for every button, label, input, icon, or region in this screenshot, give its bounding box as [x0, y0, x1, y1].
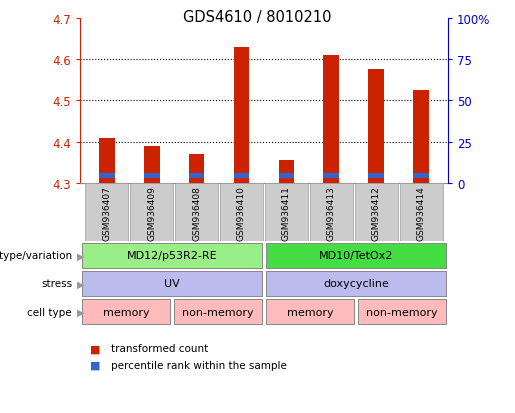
- Bar: [234, 174, 249, 179]
- Bar: [99, 138, 115, 184]
- Text: MD12/p53R2-RE: MD12/p53R2-RE: [127, 251, 217, 261]
- Bar: [174, 299, 262, 325]
- Text: ▶: ▶: [77, 307, 85, 317]
- Text: UV: UV: [164, 279, 180, 289]
- Text: non-memory: non-memory: [366, 307, 438, 317]
- Bar: [355, 184, 398, 242]
- Bar: [130, 184, 173, 242]
- Text: genotype/variation: genotype/variation: [0, 251, 72, 261]
- Bar: [266, 243, 446, 268]
- Bar: [358, 299, 446, 325]
- Text: stress: stress: [41, 279, 72, 289]
- Text: transformed count: transformed count: [111, 344, 208, 354]
- Text: GSM936407: GSM936407: [102, 185, 111, 240]
- Bar: [144, 147, 160, 184]
- Text: MD10/TetOx2: MD10/TetOx2: [319, 251, 393, 261]
- Text: GSM936411: GSM936411: [282, 185, 291, 240]
- Bar: [220, 184, 263, 242]
- Text: ■: ■: [90, 360, 100, 370]
- Text: memory: memory: [287, 307, 333, 317]
- Bar: [400, 184, 443, 242]
- Bar: [368, 70, 384, 184]
- Bar: [266, 271, 446, 297]
- Bar: [175, 184, 218, 242]
- Text: ▶: ▶: [77, 279, 85, 289]
- Text: ■: ■: [90, 344, 100, 354]
- Text: ▶: ▶: [77, 251, 85, 261]
- Bar: [82, 299, 169, 325]
- Text: GSM936409: GSM936409: [147, 185, 156, 240]
- Bar: [82, 271, 262, 297]
- Text: GDS4610 / 8010210: GDS4610 / 8010210: [183, 10, 332, 25]
- Text: GSM936412: GSM936412: [372, 185, 381, 240]
- Text: GSM936413: GSM936413: [327, 185, 336, 240]
- Text: memory: memory: [102, 307, 149, 317]
- Bar: [82, 243, 262, 268]
- Text: GSM936410: GSM936410: [237, 185, 246, 240]
- Bar: [99, 174, 115, 179]
- Text: non-memory: non-memory: [182, 307, 254, 317]
- Bar: [144, 174, 160, 179]
- Bar: [368, 174, 384, 179]
- Bar: [266, 299, 354, 325]
- Text: percentile rank within the sample: percentile rank within the sample: [111, 360, 287, 370]
- Bar: [279, 161, 294, 184]
- Text: cell type: cell type: [27, 307, 72, 317]
- Bar: [188, 174, 204, 179]
- Text: doxycycline: doxycycline: [323, 279, 389, 289]
- Bar: [85, 184, 128, 242]
- Text: GSM936408: GSM936408: [192, 185, 201, 240]
- Text: GSM936414: GSM936414: [417, 185, 425, 240]
- Bar: [413, 91, 429, 184]
- Bar: [265, 184, 308, 242]
- Bar: [279, 174, 294, 179]
- Bar: [323, 56, 339, 184]
- Bar: [323, 174, 339, 179]
- Bar: [413, 174, 429, 179]
- Bar: [234, 47, 249, 184]
- Bar: [188, 155, 204, 184]
- Bar: [310, 184, 353, 242]
